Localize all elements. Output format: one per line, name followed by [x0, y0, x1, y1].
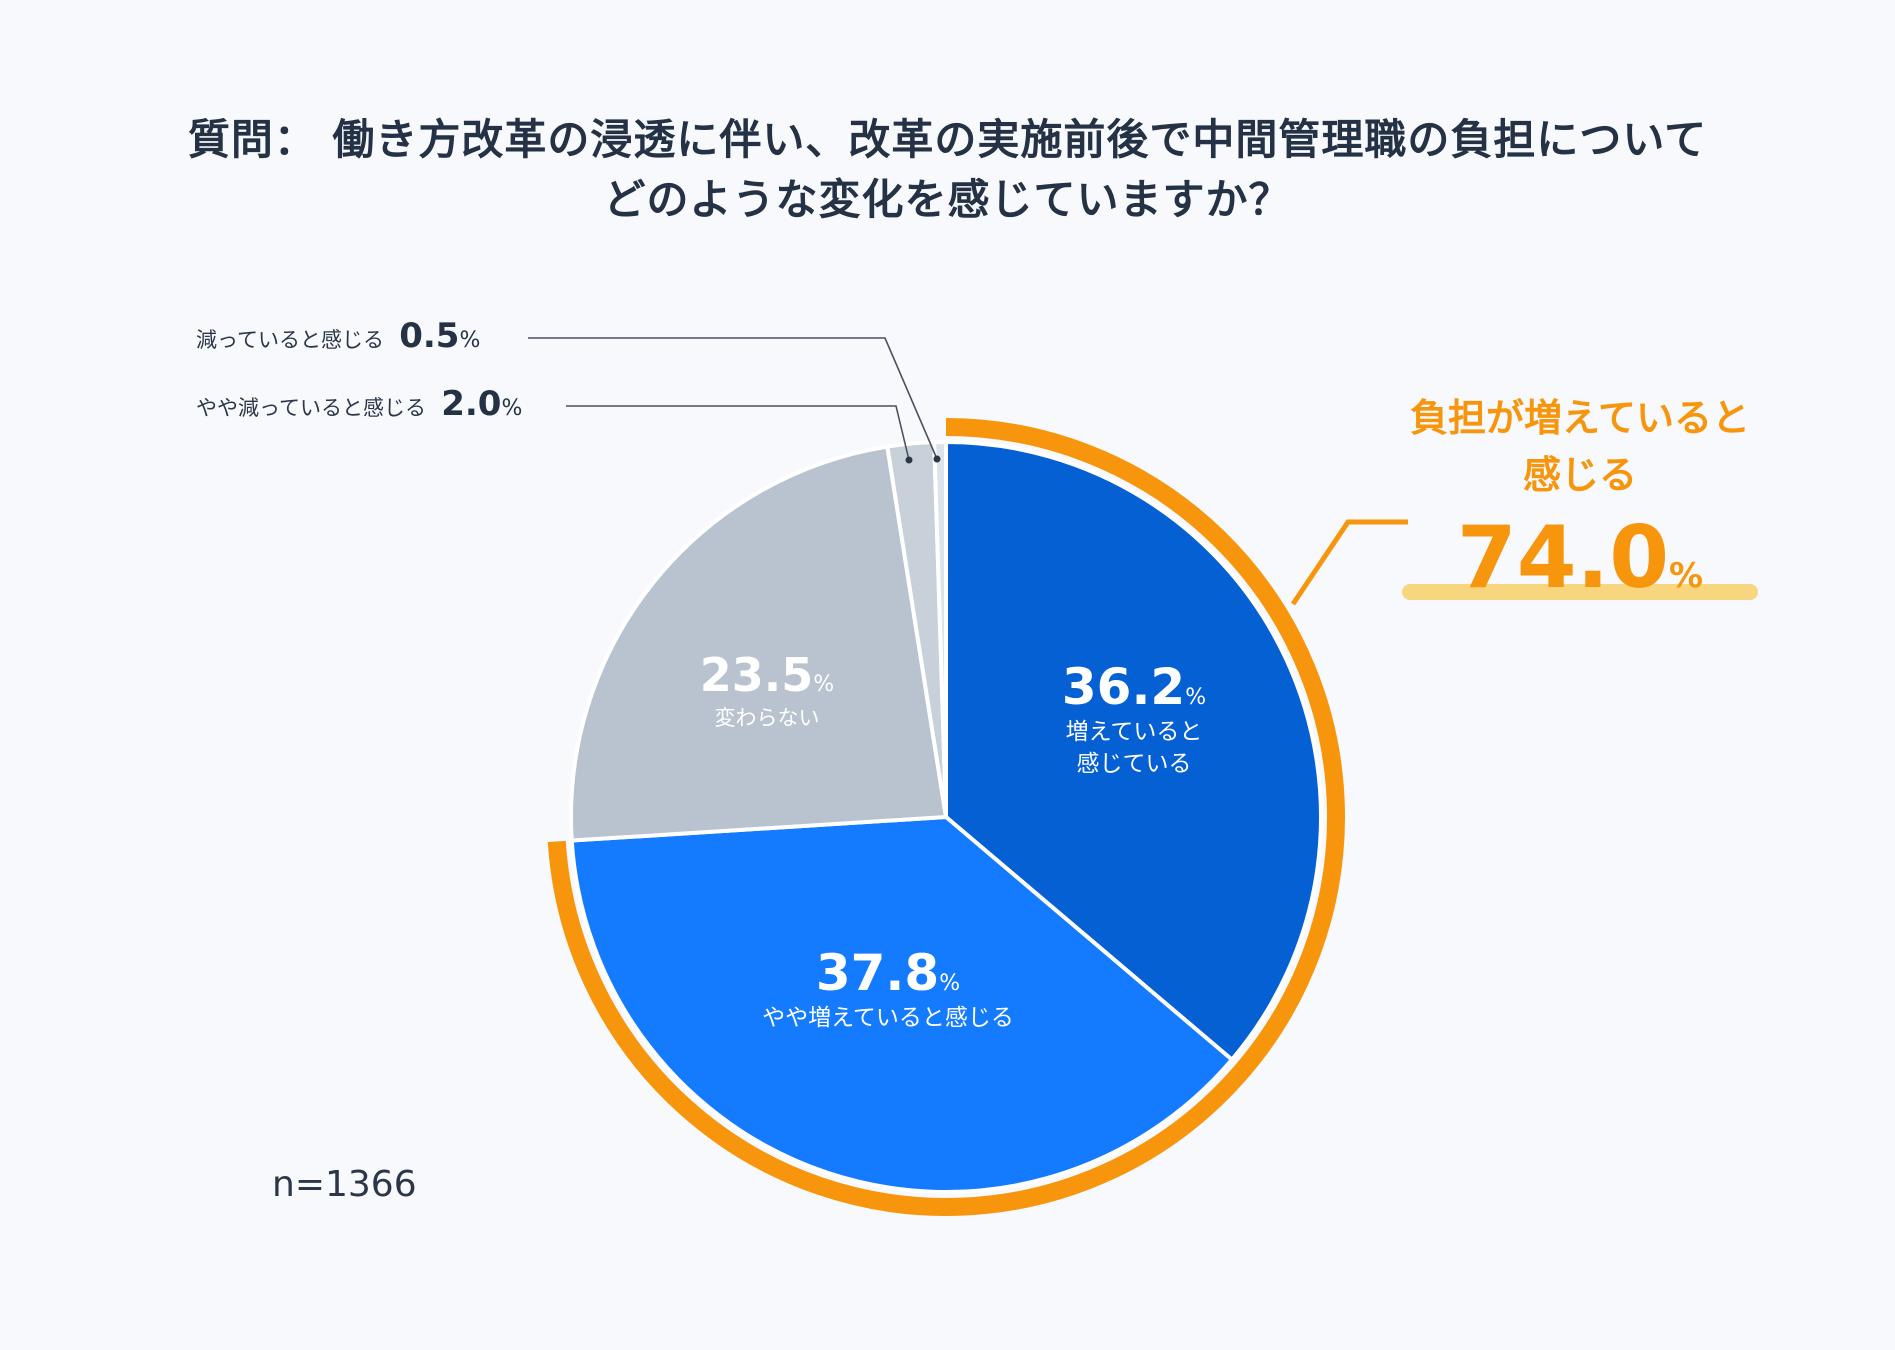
- percent-sign: %: [813, 672, 835, 697]
- leader-slightly-decreased-dot: [905, 456, 913, 464]
- highlight-text-line1: 負担が増えていると: [1409, 396, 1751, 440]
- highlight-arc: [547, 418, 1345, 1216]
- slice-decreased: [932, 440, 948, 819]
- slice-text: 変わらない: [714, 706, 820, 730]
- percent-sign: %: [1669, 556, 1704, 596]
- chart-title-line1: 質問： 働き方改革の浸透に伴い、改革の実施前後で中間管理職の負担について: [187, 115, 1708, 164]
- slice-label-unchanged: 23.5% 変わらない: [700, 648, 834, 734]
- highlight-leader: [1290, 519, 1408, 606]
- percent-sign: %: [501, 396, 523, 421]
- sample-size: n=1366: [272, 1164, 417, 1205]
- slice-text: やや増えていると感じる: [762, 1005, 1014, 1031]
- percent-sign: %: [1185, 685, 1207, 710]
- label-decreased-value: 0.5: [399, 316, 460, 356]
- slice-increased: [944, 440, 1323, 1062]
- label-slightly-decreased: やや減っていると感じる 2.0%: [196, 384, 522, 424]
- slice-value: 37.8: [815, 944, 940, 1002]
- percent-sign: %: [939, 971, 961, 996]
- slice-text: 感じている: [1076, 751, 1192, 777]
- highlight-text-line2: 感じる: [1522, 453, 1638, 497]
- slice-text: 増えていると: [1065, 719, 1203, 745]
- leader-slightly-decreased: [566, 405, 910, 461]
- label-slightly-decreased-text: やや減っていると感じる: [196, 396, 426, 420]
- leader-decreased-dot: [933, 455, 941, 463]
- highlight-underline: [1401, 584, 1759, 600]
- highlight-value: 74.0: [1456, 508, 1670, 608]
- slice-label-slightly-increased: 37.8% やや増えていると感じる: [762, 944, 1014, 1034]
- highlight-callout: 負担が増えていると 感じる 74.0%: [1401, 390, 1759, 608]
- slice-label-increased: 36.2% 増えていると 感じている: [1062, 658, 1206, 780]
- slice-unchanged: [569, 444, 948, 843]
- slice-value: 36.2: [1061, 658, 1186, 716]
- label-slightly-decreased-value: 2.0: [441, 384, 502, 424]
- label-decreased-text: 減っていると感じる: [196, 328, 384, 352]
- slice-value: 23.5: [699, 648, 814, 702]
- chart-title-line2: どのような変化を感じていますか？: [603, 175, 1292, 224]
- slice-slightly-increased: [569, 815, 1234, 1194]
- percent-sign: %: [459, 328, 481, 353]
- leader-decreased: [528, 337, 938, 460]
- label-decreased: 減っていると感じる 0.5%: [196, 316, 480, 356]
